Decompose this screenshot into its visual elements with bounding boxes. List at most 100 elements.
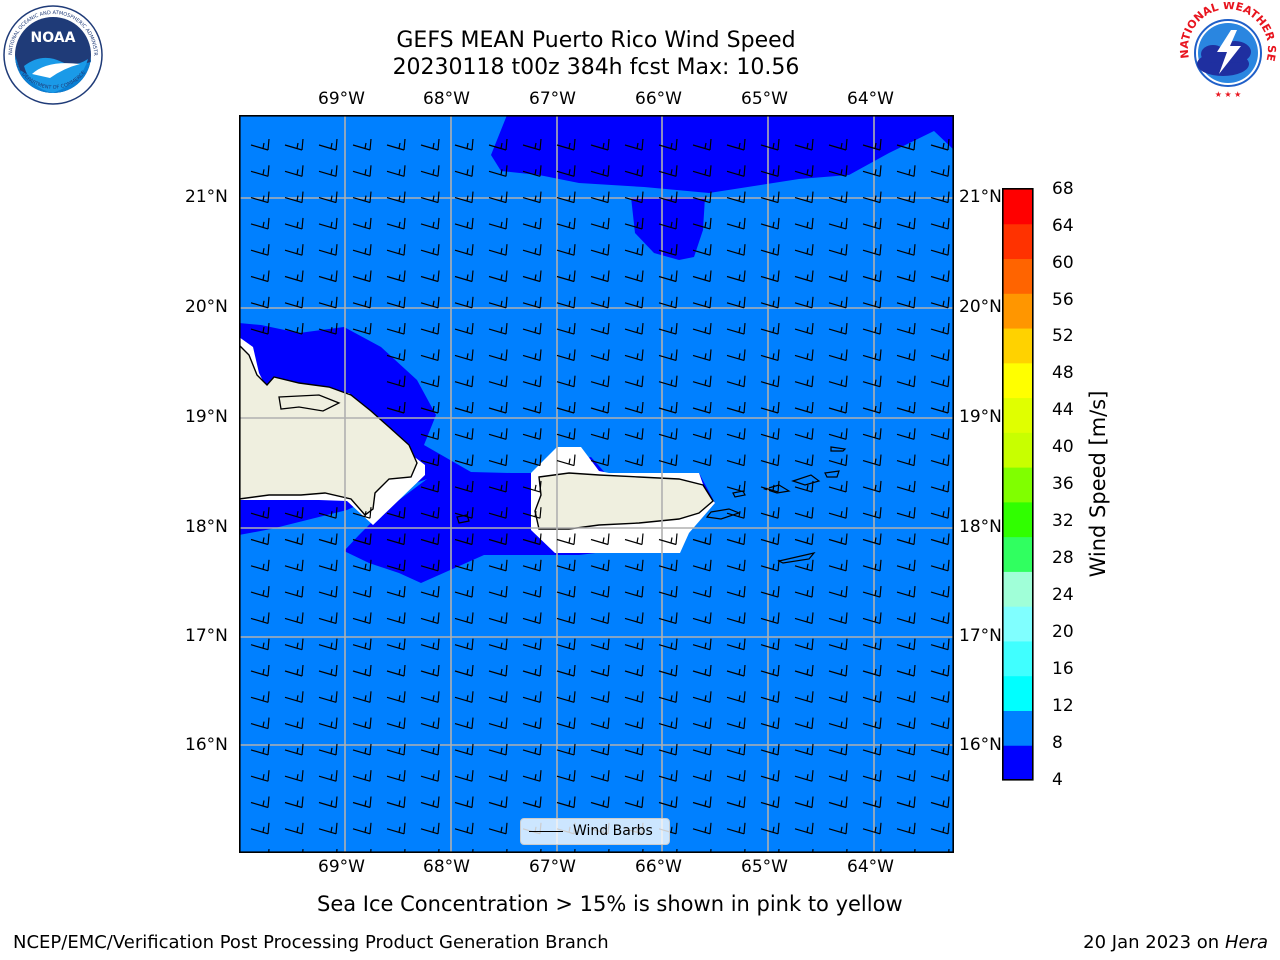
wind-barb bbox=[692, 770, 712, 782]
lat-label-right-20n: 20°N bbox=[959, 297, 1002, 317]
wind-barb bbox=[284, 323, 304, 335]
wind-barb bbox=[386, 559, 406, 572]
colorbar-tick-48: 48 bbox=[1052, 363, 1074, 383]
wind-barb bbox=[454, 375, 474, 388]
wind-barb bbox=[862, 191, 882, 204]
wind-barb bbox=[488, 428, 508, 440]
wind-barb bbox=[522, 138, 542, 151]
wind-barb bbox=[726, 428, 746, 440]
wind-barb bbox=[658, 691, 678, 703]
wind-barb bbox=[828, 822, 848, 835]
wind-barb bbox=[828, 401, 848, 414]
wind-barb bbox=[828, 664, 848, 677]
lat-label-right-18n: 18°N bbox=[959, 517, 1002, 537]
wind-barb bbox=[420, 638, 440, 651]
wind-barb bbox=[658, 638, 678, 651]
wind-barb bbox=[420, 664, 440, 677]
wind-barb bbox=[386, 296, 406, 309]
wind-barb bbox=[692, 270, 712, 283]
wind-barb bbox=[331, 849, 338, 853]
wind-barb bbox=[726, 586, 746, 598]
wind-barb bbox=[896, 664, 916, 677]
wind-barb bbox=[352, 533, 372, 546]
wind-barb bbox=[726, 691, 746, 703]
lon-label-bottom-65w: 65°W bbox=[741, 857, 788, 877]
wind-barb bbox=[365, 849, 372, 853]
wind-barb bbox=[760, 191, 780, 204]
wind-barb bbox=[930, 559, 950, 572]
wind-barb bbox=[352, 191, 372, 204]
wind-barb bbox=[794, 349, 814, 361]
wind-barb bbox=[522, 796, 542, 809]
wind-barb bbox=[488, 138, 508, 151]
colorbar-tick-12: 12 bbox=[1052, 696, 1074, 716]
wind-barb bbox=[692, 822, 712, 835]
wind-barb bbox=[556, 586, 576, 598]
wind-barb bbox=[862, 349, 882, 361]
wind-barb bbox=[250, 822, 270, 835]
wind-barb bbox=[624, 770, 644, 782]
wind-barb bbox=[386, 191, 406, 204]
wind-barb bbox=[658, 244, 678, 256]
wind-barb bbox=[896, 428, 916, 440]
wind-barb bbox=[692, 165, 712, 177]
wind-barb bbox=[454, 743, 474, 756]
wind-barb bbox=[284, 191, 304, 204]
noaa-logo-text: NOAA bbox=[31, 30, 76, 46]
wind-barb bbox=[896, 691, 916, 703]
wind-barb bbox=[930, 507, 950, 519]
wind-barb bbox=[692, 428, 712, 440]
wind-barb bbox=[386, 217, 406, 230]
wind-barb bbox=[726, 244, 746, 256]
wind-barb bbox=[794, 244, 814, 256]
colorbar-segment bbox=[1003, 293, 1033, 329]
wind-barb bbox=[828, 191, 848, 204]
wind-barb bbox=[794, 559, 814, 572]
wind-barb bbox=[420, 191, 440, 204]
wind-barb bbox=[590, 349, 610, 361]
wind-barb bbox=[624, 638, 644, 651]
wind-barb bbox=[760, 165, 780, 177]
wind-barb bbox=[386, 270, 406, 283]
wind-barb bbox=[862, 796, 882, 809]
wind-barb bbox=[284, 165, 304, 177]
wind-barb bbox=[896, 717, 916, 730]
wind-barb bbox=[454, 559, 474, 572]
wind-barb bbox=[522, 612, 542, 624]
wind-barb bbox=[862, 664, 882, 677]
wind-barb bbox=[794, 191, 814, 204]
lon-label-bottom-68w: 68°W bbox=[423, 857, 470, 877]
wind-barb bbox=[318, 796, 338, 809]
wind-barb bbox=[556, 717, 576, 730]
wind-barb bbox=[420, 454, 440, 467]
colorbar-tick-20: 20 bbox=[1052, 622, 1074, 642]
wind-barb bbox=[352, 822, 372, 835]
wind-barb bbox=[318, 612, 338, 624]
st-john-island bbox=[791, 474, 821, 486]
wind-speed-map bbox=[239, 115, 954, 853]
footer-date-text: 20 Jan 2023 on bbox=[1083, 932, 1220, 953]
wind-barb bbox=[590, 717, 610, 730]
wind-barb bbox=[896, 638, 916, 651]
wind-barb bbox=[352, 296, 372, 309]
lat-label-left-20n: 20°N bbox=[185, 297, 228, 317]
wind-barb bbox=[930, 375, 950, 388]
wind-barb bbox=[794, 270, 814, 283]
wind-barb bbox=[556, 138, 576, 151]
wind-barb bbox=[386, 244, 406, 256]
wind-barb bbox=[352, 165, 372, 177]
wind-barb bbox=[522, 191, 542, 204]
wind-barb bbox=[624, 796, 644, 809]
wind-barb bbox=[760, 349, 780, 361]
wind-barb bbox=[828, 323, 848, 335]
wind-barb bbox=[250, 743, 270, 756]
wind-barb bbox=[454, 270, 474, 283]
wind-barb bbox=[862, 533, 882, 546]
wind-barb bbox=[556, 612, 576, 624]
wind-barb bbox=[352, 244, 372, 256]
wind-barb bbox=[488, 349, 508, 361]
footer-machine-name: Hera bbox=[1224, 932, 1268, 953]
lon-label-top-66w: 66°W bbox=[635, 89, 682, 109]
wind-barb bbox=[828, 349, 848, 361]
wind-barb bbox=[930, 217, 950, 230]
